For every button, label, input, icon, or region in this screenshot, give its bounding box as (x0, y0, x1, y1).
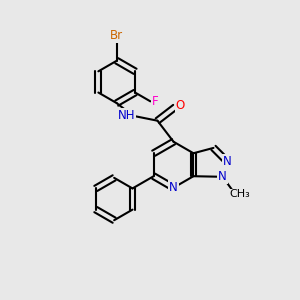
Text: N: N (223, 155, 232, 168)
Text: F: F (152, 95, 159, 108)
Text: N: N (169, 181, 178, 194)
Text: Br: Br (110, 28, 123, 42)
Text: CH₃: CH₃ (229, 190, 250, 200)
Text: NH: NH (118, 109, 135, 122)
Text: O: O (176, 99, 185, 112)
Text: N: N (218, 170, 227, 183)
